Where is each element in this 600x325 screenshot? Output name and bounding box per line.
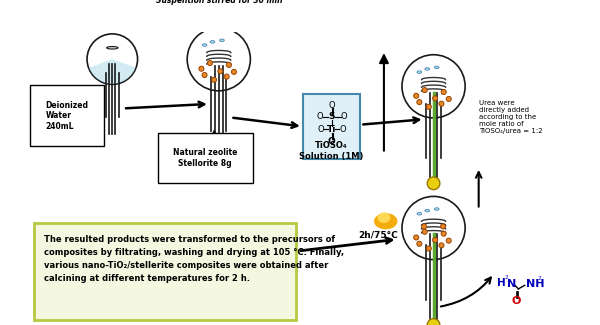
Ellipse shape [210,41,215,43]
Circle shape [208,60,212,66]
Bar [105,62,119,81]
Text: Deionized
Water
240mL: Deionized Water 240mL [46,101,89,131]
Text: N: N [508,280,517,289]
Text: The resulted products were transformed to the precursors of
composites by filtra: The resulted products were transformed t… [44,235,344,283]
Text: O: O [339,125,346,134]
Text: $_2$: $_2$ [536,274,542,282]
Circle shape [433,96,437,101]
Text: O: O [317,112,323,121]
Circle shape [417,241,422,246]
FancyBboxPatch shape [199,10,239,26]
Wedge shape [89,59,136,84]
Circle shape [232,69,236,74]
Ellipse shape [374,213,397,229]
Circle shape [446,97,451,101]
Bar [425,231,442,254]
Circle shape [441,231,446,236]
Ellipse shape [220,39,224,42]
Circle shape [223,14,231,22]
Circle shape [433,238,437,242]
Text: 2h/75°C: 2h/75°C [359,230,398,239]
Text: O: O [317,125,324,134]
Ellipse shape [434,66,439,69]
Circle shape [417,99,422,105]
Circle shape [422,229,427,234]
Circle shape [187,28,250,91]
Ellipse shape [377,212,390,223]
Bar [210,62,227,86]
Circle shape [441,89,446,95]
Ellipse shape [202,44,207,46]
Circle shape [413,235,419,240]
Circle shape [224,74,229,79]
Circle shape [87,34,137,84]
Circle shape [206,14,215,22]
Text: O: O [328,137,335,146]
Ellipse shape [417,71,422,73]
Circle shape [422,87,427,93]
Circle shape [422,224,427,229]
Circle shape [439,101,444,106]
Bar [425,89,442,113]
Text: Ti: Ti [327,125,336,134]
Circle shape [402,55,465,118]
Circle shape [446,238,451,243]
FancyBboxPatch shape [34,223,296,320]
Circle shape [218,69,223,74]
Ellipse shape [107,46,118,49]
Circle shape [199,66,204,71]
Text: Natural zeolite
Stellorite 8g: Natural zeolite Stellorite 8g [173,148,238,168]
Text: S: S [328,112,335,121]
Text: Urea were
directly added
according to the
mole ratio of
TiOSO₄/urea = 1:2: Urea were directly added according to th… [479,100,542,135]
Text: O: O [340,112,347,121]
Text: Suspention stirred for 30 min: Suspention stirred for 30 min [155,0,282,5]
Ellipse shape [425,209,430,212]
Circle shape [439,243,444,248]
Circle shape [426,104,431,110]
Circle shape [440,224,446,229]
Circle shape [426,246,431,251]
Text: O: O [328,101,335,110]
Circle shape [413,93,419,98]
Circle shape [427,319,440,325]
Text: O: O [512,296,521,306]
Text: H: H [497,278,506,288]
Text: TiOSO₄
Solution (1M): TiOSO₄ Solution (1M) [299,141,364,161]
Ellipse shape [417,213,422,215]
Ellipse shape [434,208,439,210]
FancyBboxPatch shape [303,94,361,159]
Circle shape [402,196,465,260]
Text: NH: NH [526,280,544,289]
Text: $_2$: $_2$ [504,273,509,282]
Ellipse shape [425,68,430,70]
Circle shape [226,62,232,68]
Circle shape [202,72,207,78]
Circle shape [212,77,217,82]
Circle shape [427,177,440,190]
